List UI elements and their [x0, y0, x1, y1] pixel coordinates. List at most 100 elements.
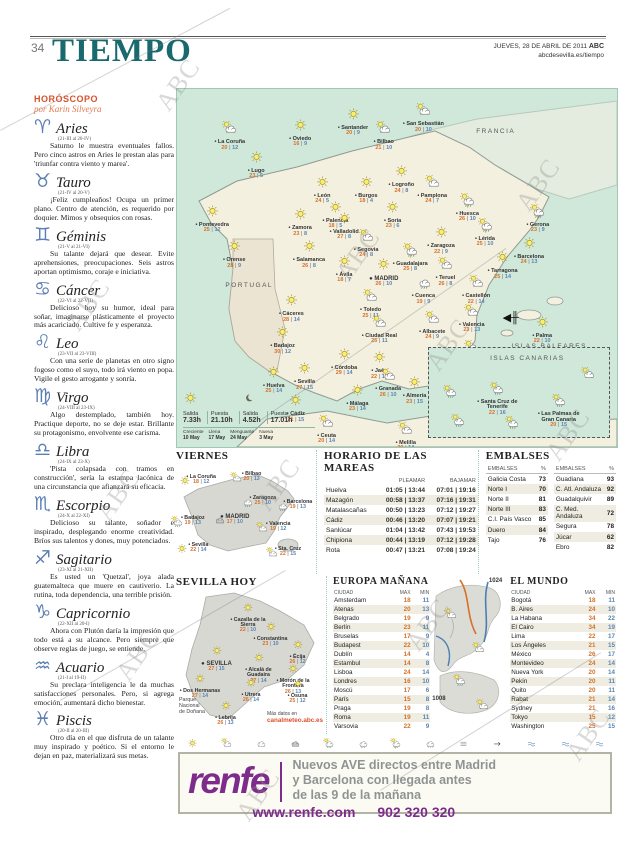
sign-dates: (23-VII al 23-VIII) [58, 352, 97, 358]
mareas-row: Chipiona 00:44 | 13:19 07:12 | 19:28 [324, 535, 478, 545]
city-row: Praga 19 8 [334, 705, 430, 712]
horoscope-signs: ♈ Aries (21-III al 20-IV) Saturno le muestr… [34, 118, 174, 761]
brand-logo: ABC [588, 43, 604, 50]
sign-name: Cáncer [56, 282, 101, 299]
horoscope-column: HORÓSCOPO por Karin Silveyra ♈ Aries (21-I… [34, 94, 174, 764]
city-almer-a: • Almería 23 | 15 [392, 375, 438, 405]
sunset-label: Puesta [210, 411, 229, 417]
city-huesca: • Huesca 26 | 10 [444, 191, 490, 223]
moonrise-value: 4.52h [242, 417, 261, 424]
sign-text: Delicioso hoy su humor, ideal para soñar… [34, 302, 174, 330]
ad-phone: 902 320 320 [377, 804, 456, 821]
city-santa-cruz-de-tenerife: • Santa Cruz de Tenerife 22 | 16 [474, 380, 520, 417]
horoscope-sign-cáncer: ♋ Cáncer (22-VI al 22-VII) Delicioso hoy su… [34, 279, 174, 331]
label-canarias: ISLAS CANARIAS [490, 354, 565, 362]
sign-name: Leo [56, 336, 79, 353]
city-utrera: • Utrera 26 | 14 [227, 677, 275, 704]
panel-mundo: EL MUNDO CIUDAD MAX MIN Bogotá 18 11 B. Air… [506, 576, 616, 734]
zodiac-capricornio-icon: ♑ [34, 600, 52, 623]
page-title: TIEMPO [52, 33, 192, 69]
city-guadalajara: • Guadalajara 25 | 8 [387, 241, 433, 273]
mareas-row: Huelva 01:05 | 13:44 07:01 | 19:16 [326, 486, 476, 494]
spain-map-shape [177, 89, 617, 447]
viernes-map-shape [183, 474, 299, 552]
city-barcelona: • Barcelona 24 | 13 [506, 236, 552, 266]
city-row: Amsterdam 18 11 [334, 597, 430, 604]
embalse-row: Júcar 62 [553, 531, 617, 543]
city-row: Bruselas 17 9 [334, 633, 430, 640]
embalses-table-right: EMBALSES % Guadiana 93 C. Atl. Andaluza 92 G… [553, 465, 617, 552]
city-row: Dublín 14 4 [334, 651, 430, 658]
canarias-weather-icon [565, 366, 611, 385]
sign-name: Escorpio [56, 498, 111, 515]
mundo-col-min: MIN [605, 590, 615, 596]
horoscope-sign-leo: ♌ Leo (23-VII al 23-VIII) Con una serie de … [34, 333, 174, 384]
mareas-row: Cádiz 00:46 | 13:20 07:07 | 19:21 [324, 515, 478, 525]
horoscope-sign-sagitario: ♐ Sagitario (23-XI al 21-XII) Es usted un '… [34, 548, 174, 600]
city-alcal-de-guadaira: • Alcalá de Guadaira 27 | 14 [235, 652, 283, 684]
city-c-diz: • Cádiz 21 | 15 [273, 393, 319, 423]
city-row: Tokyo 15 12 [510, 713, 616, 722]
mundo-title: EL MUNDO [510, 576, 569, 587]
zodiac-virgo-icon: ♍ [34, 385, 52, 408]
zodiac-libra-icon: ♎ [34, 439, 52, 462]
city-row: Varsovia 22 9 [334, 723, 430, 730]
sunrise-label: Salida [183, 411, 199, 417]
embalse-row: Norte II 81 [487, 495, 546, 503]
sign-dates: (21-V al 21-VI) [58, 244, 90, 250]
header-url[interactable]: abcdesevilla.es/tiempo [538, 51, 604, 59]
city-row: Sydney 21 16 [511, 705, 615, 712]
city-la-coru-a: • La Coruña 20 | 12 [207, 120, 253, 151]
city-row: Moscú 17 6 [334, 687, 430, 694]
city-bilbao: • Bilbao 21 | 10 [361, 120, 407, 151]
city-valladolid: • Valladolid 27 | 8 [321, 211, 367, 241]
city-row: México 26 17 [511, 651, 615, 658]
moon-phase-nueva: Nueva 3 May [259, 430, 274, 441]
mareas-col-pleamar: PLEAMAR [398, 478, 426, 484]
city-row: Lima 22 17 [511, 633, 615, 640]
sign-name: Capricornio [56, 605, 131, 622]
city-sta-cruz: • Sta. Cruz 22 | 15 [266, 546, 310, 558]
renfe-ad[interactable]: renfe Nuevos AVE directos entre Madrid y… [178, 752, 612, 820]
city-row: El Cairo 34 19 [510, 623, 616, 632]
sevilla-minimap: • Cazalla de la Sierra 22 | 10 • Constanti… [176, 591, 326, 727]
middle-panels: VIERNES • La Coruña 18 | 12 • Bilbao 20 | 1… [170, 450, 617, 574]
header-dateline: JUEVES, 28 DE ABRIL DE 2011 ABC abcdesev… [493, 42, 604, 61]
zodiac-aries-icon: ♈ [34, 116, 52, 138]
sign-dates: (21-I al 19-II) [58, 675, 86, 681]
moonset-value: 17.01h [270, 417, 293, 424]
zodiac-escorpio-icon: ♏ [34, 493, 52, 516]
city-castell-n: • Castellón 22 | 14 [453, 274, 499, 305]
city-granada: • Granada 26 | 10 [365, 367, 411, 398]
ad-line-2: y Barcelona con llegada antes [292, 772, 472, 787]
city-cazalla-de-la-sierra: • Cazalla de la Sierra 22 | 10 [224, 602, 272, 634]
city-logro-o: • Logroño 24 | 8 [378, 164, 424, 194]
sign-name: Libra [56, 444, 90, 461]
mundo-table: CIUDAD MAX MIN Bogotá 18 11 B. Aires 24 10 La … [510, 590, 616, 731]
sevilla-hoy-title: SEVILLA HOY [176, 576, 257, 588]
embalse-row: Norte I 70 [485, 484, 548, 495]
zodiac-géminis-icon: ♊ [34, 223, 52, 246]
city-c-rdoba: • Córdoba 29 | 14 [321, 347, 367, 377]
page-number: 34 [31, 41, 45, 55]
sign-dates: (20-II al 20-III) [58, 729, 90, 735]
canalmeteo-link[interactable]: canalmeteo.abc.es [266, 717, 323, 725]
city-le-n: • León 24 | 5 [299, 175, 345, 205]
embalses-table-left: EMBALSES % Galicia Costa 73 Norte I 70 Norte… [485, 465, 548, 545]
city-sevilla: • Sevilla 27 | 15 [282, 361, 328, 391]
sign-text: Su preclara inteligencia le da muchas sa… [34, 679, 174, 707]
europe-map-weather-icon [453, 672, 466, 692]
city-la-coru-a: • La Coruña 18 | 12 [179, 474, 223, 486]
city-sevilla: • Sevilla 22 | 14 [176, 542, 220, 554]
sign-dates: (24-VIII al 23-IX) [58, 406, 95, 412]
europe-map-weather-icon [475, 698, 489, 717]
city-tarragona: • Tarragona 25 | 14 [480, 250, 526, 280]
moon-phase-menguante: Menguante 24 May [230, 430, 255, 441]
bottom-panels: SEVILLA HOY • Cazalla de la Sierra 22 | 1… [176, 576, 616, 734]
ad-website[interactable]: www.renfe.com [252, 804, 356, 821]
sunrise-value: 7.33h [183, 417, 201, 424]
city-soria: • Soria 23 | 6 [370, 200, 416, 230]
embalse-row: Guadiana 93 [555, 475, 615, 483]
city-lugo: • Lugo 23 | 5 [233, 150, 279, 180]
mundo-col-city: CIUDAD [511, 590, 531, 596]
